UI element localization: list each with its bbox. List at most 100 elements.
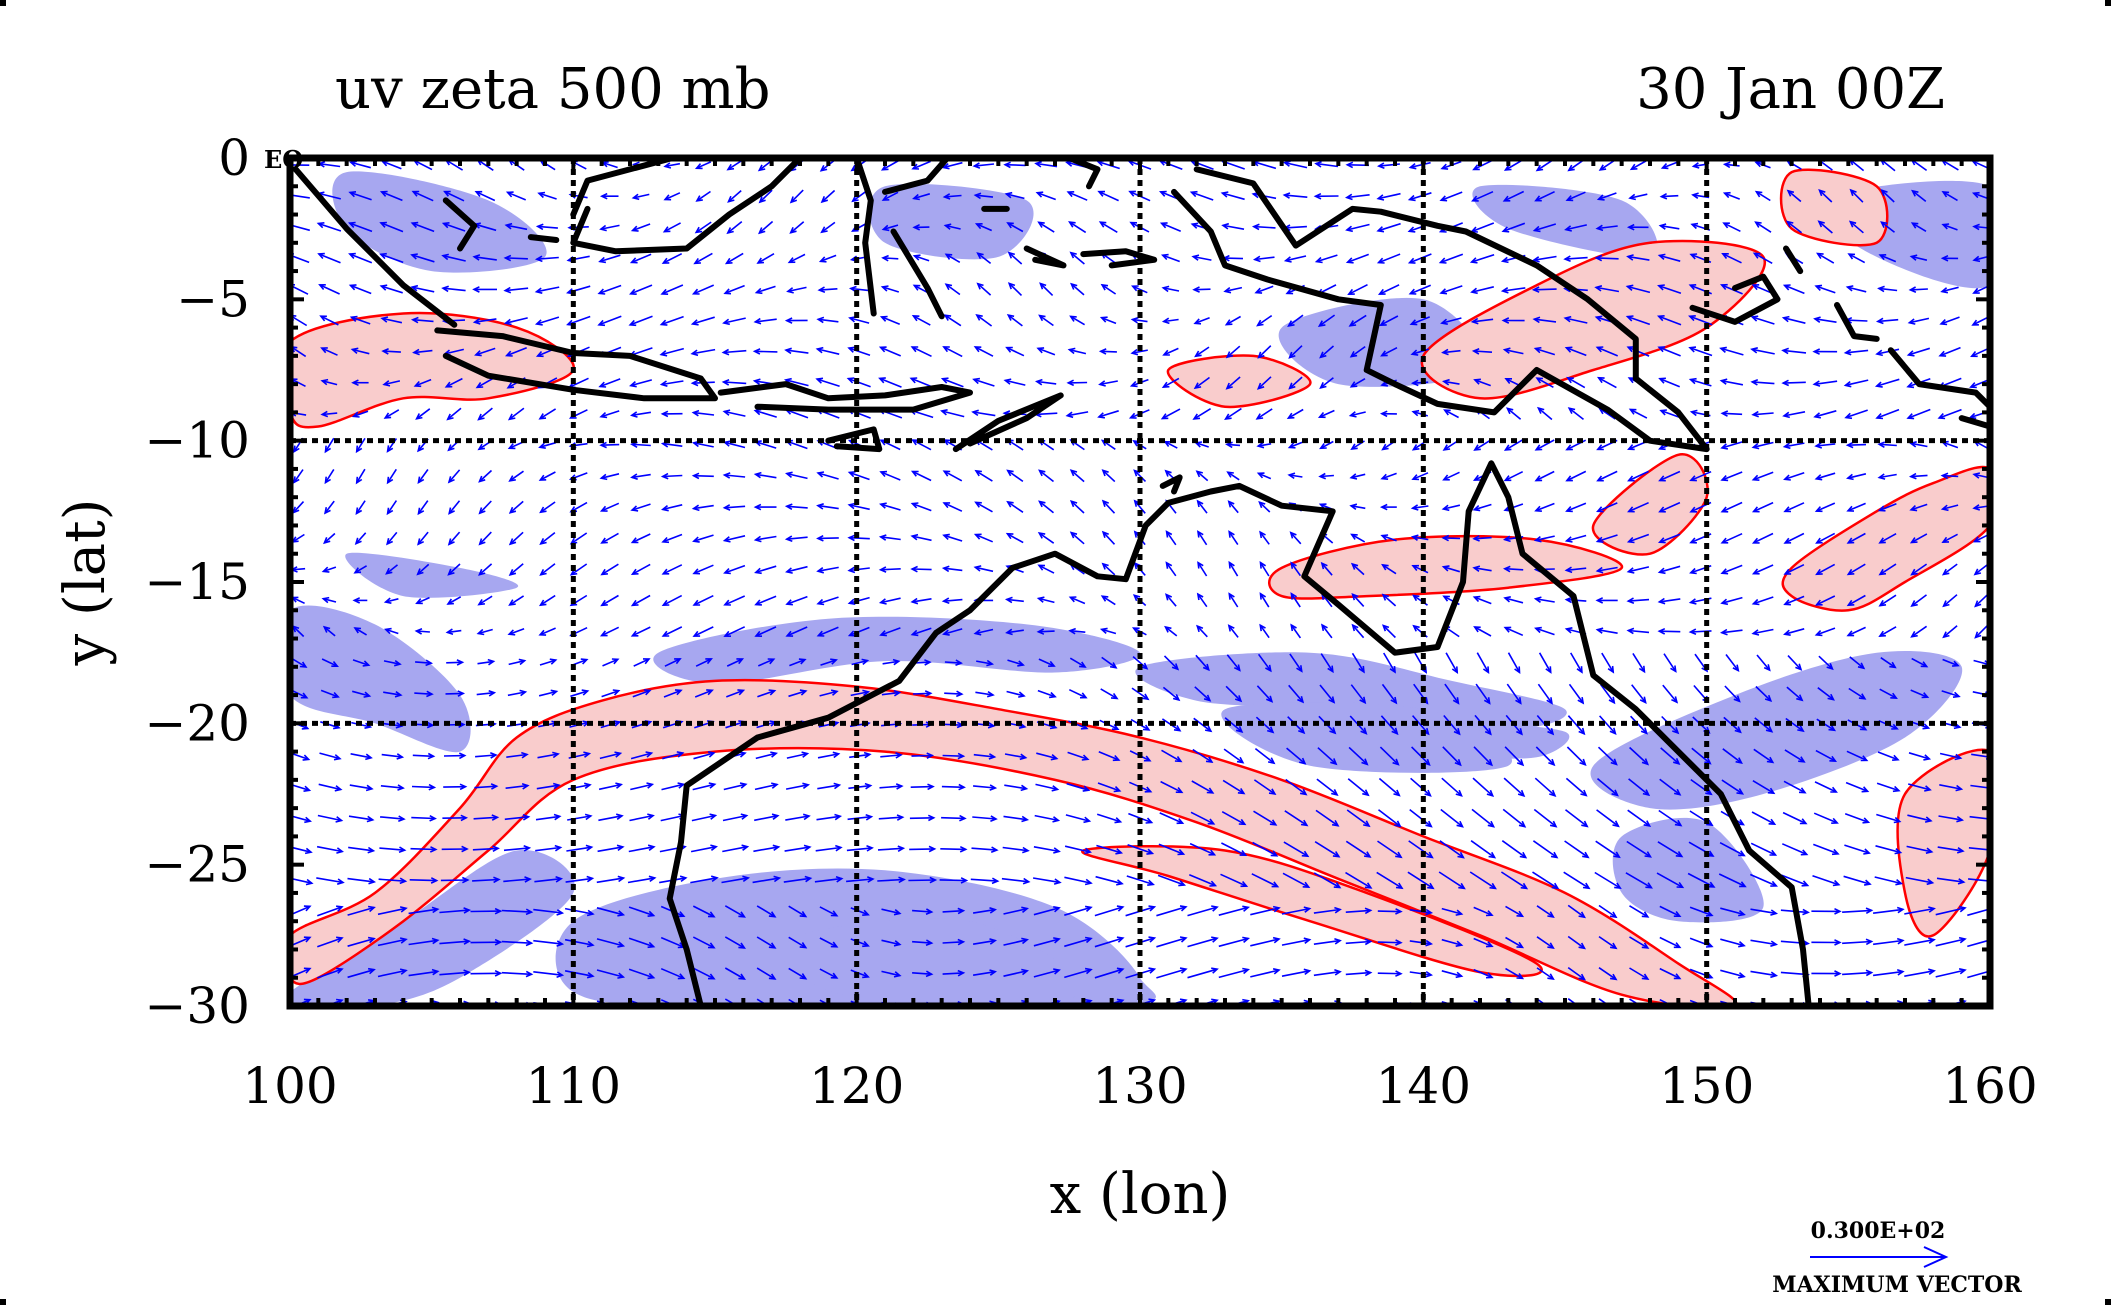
chart-title-right: 30 Jan 00Z [1636, 57, 1945, 122]
wind-vector [1565, 809, 1589, 828]
wind-vector [1904, 968, 1936, 977]
y-tick-label: −30 [144, 977, 250, 1035]
wind-vector [1158, 843, 1186, 856]
wind-vector [691, 472, 714, 480]
wind-vector [1754, 717, 1774, 733]
wind-vector [1377, 970, 1403, 977]
wind-vector [1596, 470, 1618, 482]
wind-vector [1691, 747, 1712, 765]
wind-vector [1749, 873, 1779, 887]
wind-vector [322, 625, 336, 637]
wind-vector [1281, 968, 1312, 977]
wind-vector [1843, 349, 1869, 356]
wind-vector [1534, 190, 1555, 202]
wind-vector [753, 844, 781, 853]
wind-vector [1095, 875, 1124, 886]
wind-vector [1722, 748, 1743, 765]
wind-vector [1935, 968, 1967, 978]
wind-vector [505, 191, 527, 201]
wind-vector [1657, 841, 1684, 858]
wind-vector [1629, 967, 1650, 980]
wind-vector [789, 658, 807, 667]
wind-vector [1348, 746, 1369, 766]
wind-vector [1317, 314, 1336, 327]
wind-vector [321, 566, 337, 573]
wind-vector [1941, 223, 1958, 231]
wind-vector [381, 753, 405, 760]
wind-vector [1531, 255, 1557, 263]
wind-vector [973, 565, 994, 573]
wind-vector [474, 347, 496, 357]
wind-vector [1502, 190, 1525, 202]
wind-vector [600, 532, 619, 544]
wind-vector [1131, 285, 1148, 294]
y-tick-label: −20 [144, 694, 250, 752]
wind-vector [1226, 654, 1241, 672]
wind-vector [1038, 469, 1054, 483]
wind-vector [1877, 751, 1900, 761]
wind-vector [1626, 627, 1650, 635]
wind-vector [878, 534, 901, 541]
wind-vector [942, 533, 963, 542]
wind-vector [1347, 778, 1370, 797]
wind-vector [940, 409, 965, 418]
wind-vector [1940, 286, 1959, 294]
wind-vector [1224, 315, 1241, 326]
wind-vector [597, 844, 625, 853]
wind-vector [1842, 938, 1874, 946]
wind-vector [411, 190, 434, 202]
wind-vector [1505, 967, 1525, 980]
wind-vector [474, 783, 499, 790]
wind-vector [1441, 970, 1464, 979]
wind-vector [1812, 348, 1838, 355]
wind-vector [847, 471, 870, 481]
wind-vector [1101, 469, 1116, 483]
wind-vector [1191, 780, 1215, 794]
wind-vector [501, 970, 534, 978]
wind-vector [439, 969, 472, 976]
wind-vector [1445, 652, 1459, 675]
wind-vector [1750, 315, 1775, 325]
wind-vector [602, 658, 620, 667]
wind-vector [601, 689, 621, 698]
wind-vector [1781, 379, 1806, 387]
wind-vector [348, 846, 376, 854]
wind-vector [942, 938, 966, 946]
wind-vector [1344, 193, 1370, 201]
wind-vector [1783, 780, 1807, 794]
wind-vector [972, 815, 998, 822]
wind-vector [1811, 970, 1842, 977]
wind-vector [599, 473, 620, 481]
wind-vector [1156, 967, 1188, 979]
wind-vector [381, 348, 401, 355]
wind-vector [596, 938, 626, 948]
wind-vector [1165, 561, 1177, 577]
wind-vector [1004, 596, 1024, 604]
wind-vector [1753, 748, 1775, 764]
negative-vorticity-region [1612, 817, 1764, 923]
wind-vector [1033, 846, 1061, 854]
wind-vector [443, 752, 467, 760]
wind-vector [599, 502, 620, 512]
wind-vector [1751, 471, 1774, 481]
negative-vorticity-region [1590, 650, 1963, 810]
wind-vector [417, 469, 429, 484]
wind-vector [724, 905, 747, 918]
wind-vector [1068, 221, 1087, 234]
wind-vector [1472, 777, 1495, 798]
wind-vector [879, 627, 901, 637]
wind-vector [1347, 283, 1368, 296]
wind-vector [757, 689, 777, 698]
wind-vector [1875, 317, 1899, 325]
wind-vector [476, 628, 493, 636]
wind-vector [691, 409, 715, 417]
wind-vector [972, 162, 995, 169]
wind-vector [1532, 316, 1557, 324]
wind-vector [564, 938, 595, 948]
wind-vector [1228, 560, 1239, 577]
wind-vector [599, 192, 619, 200]
wind-vector [1098, 221, 1118, 233]
wind-vector [722, 504, 746, 511]
wind-vector [940, 845, 968, 853]
wind-vector [1878, 594, 1897, 607]
